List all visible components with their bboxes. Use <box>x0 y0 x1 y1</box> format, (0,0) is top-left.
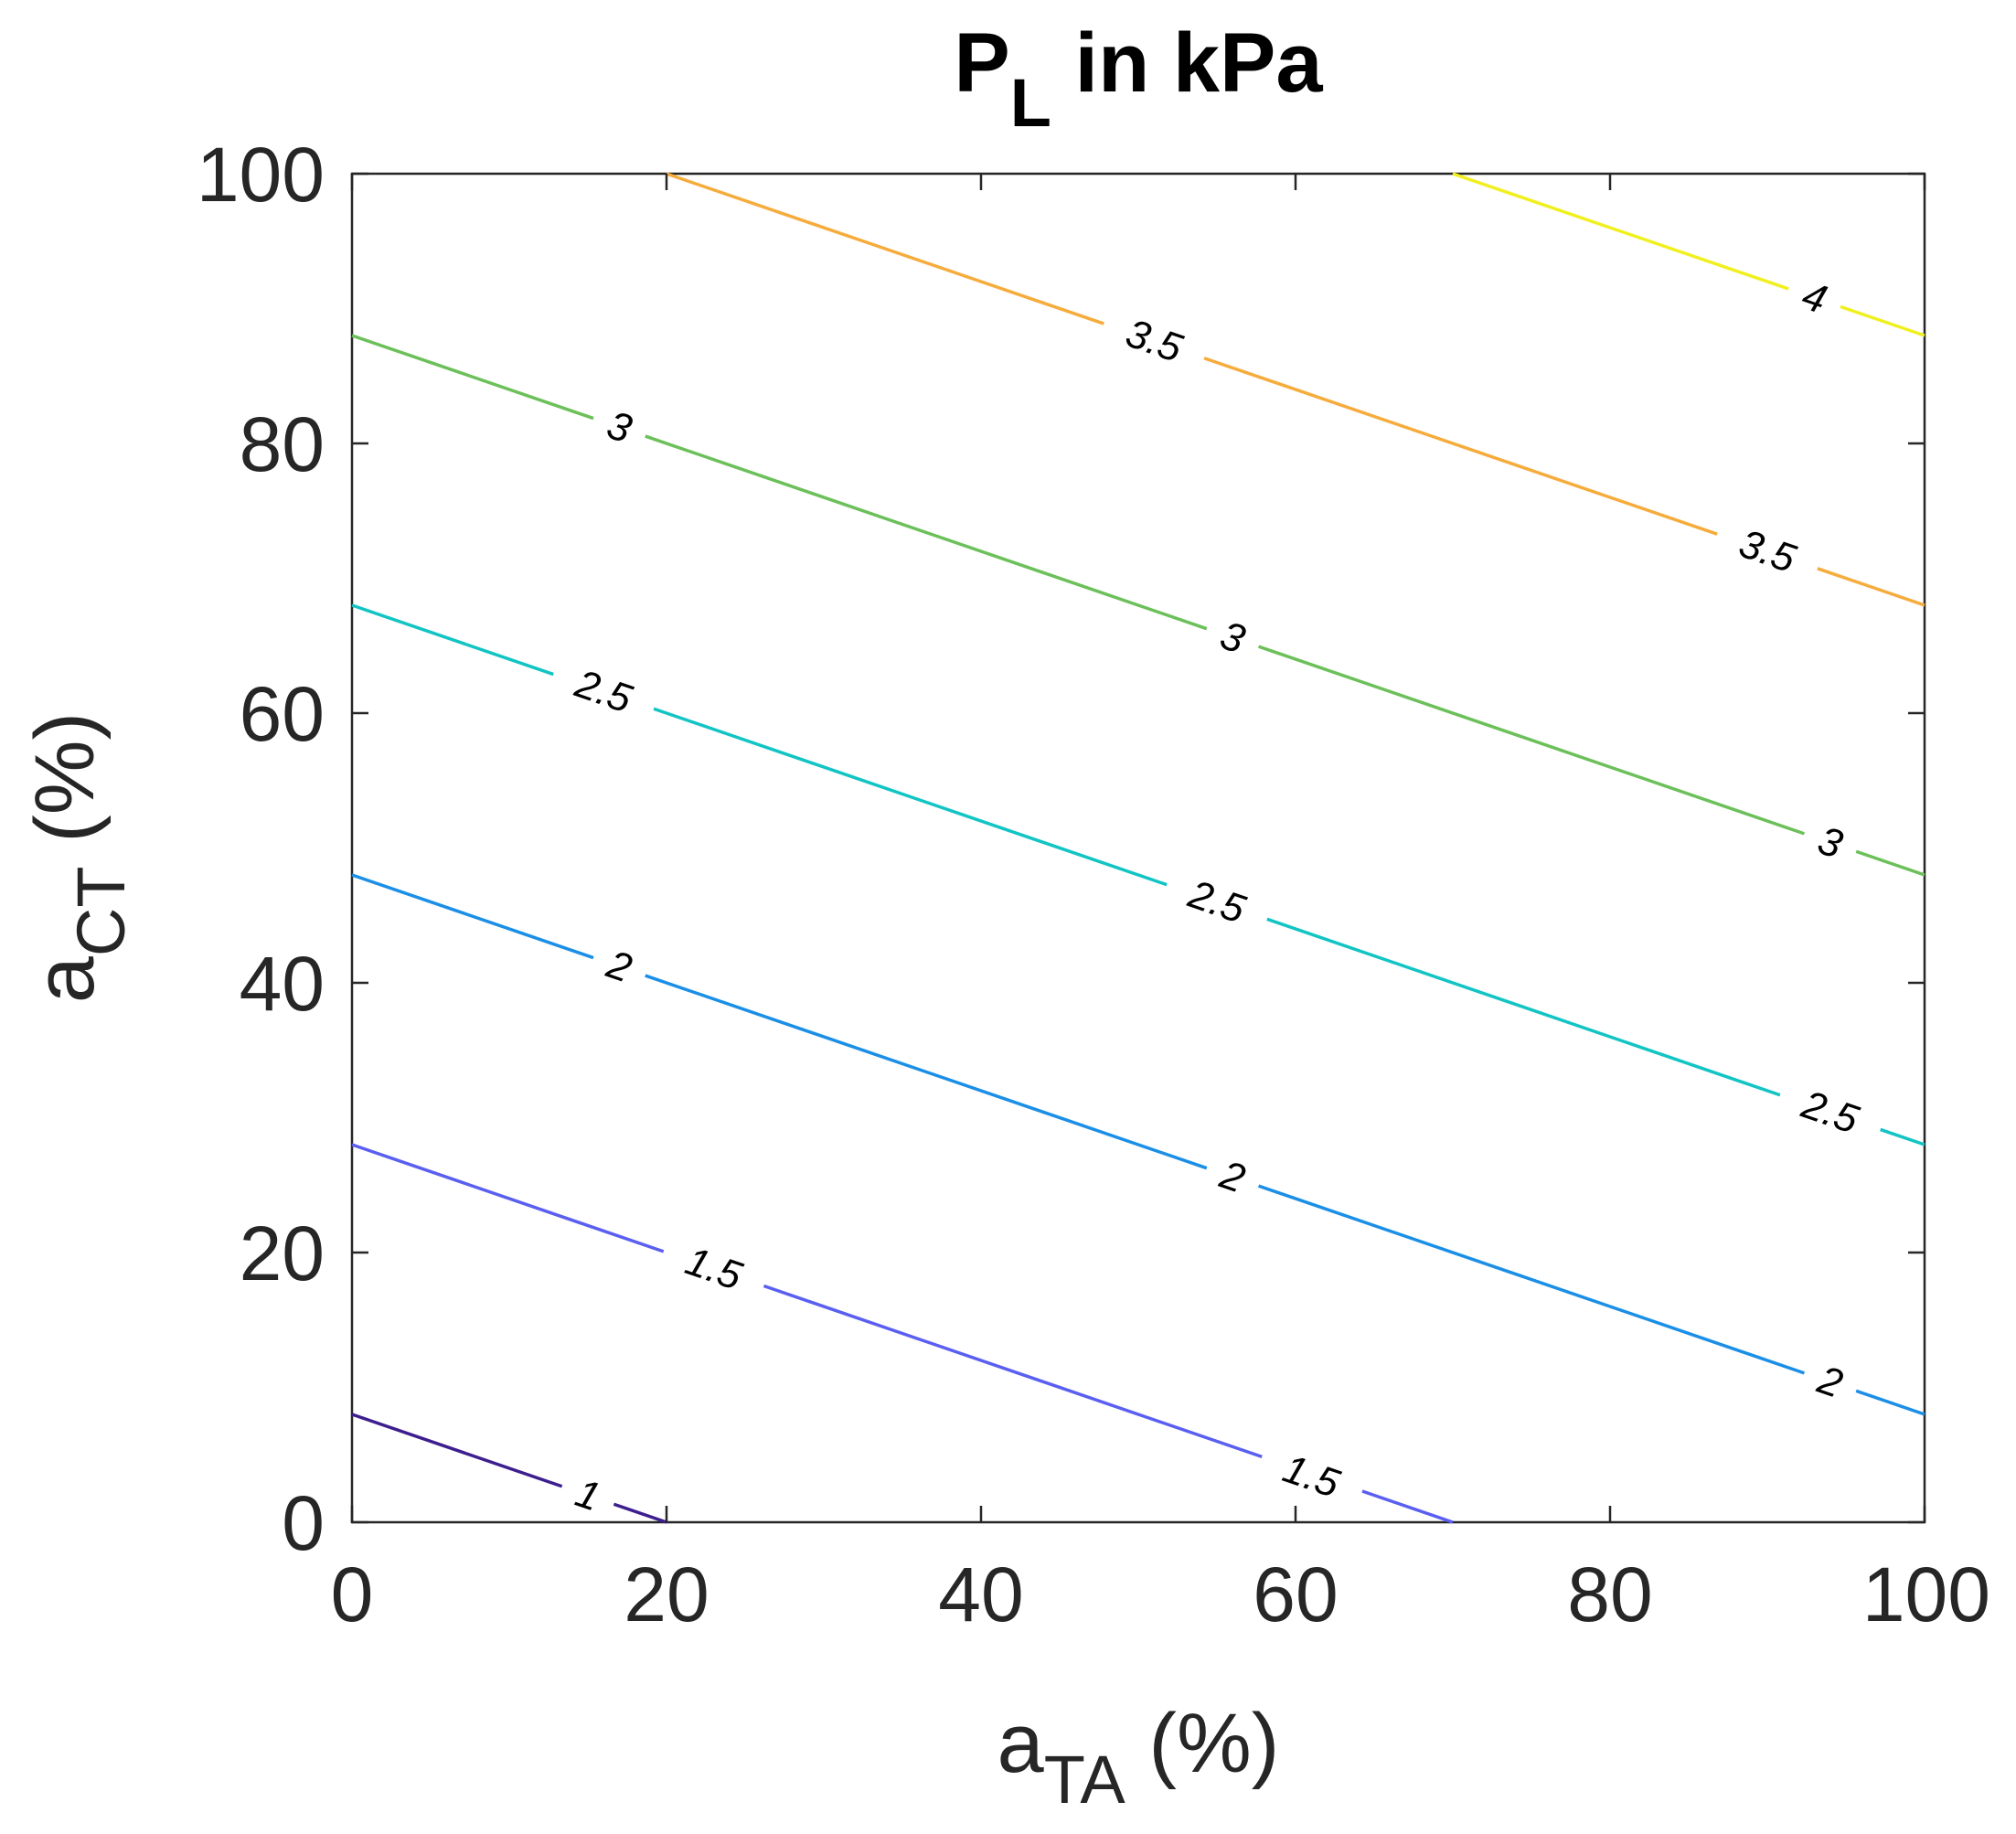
contour-line-3-5-seg-0 <box>666 172 1104 325</box>
contour-line-1-5-seg-2 <box>1361 1489 1454 1524</box>
axes-box <box>350 172 1926 1524</box>
x-tick-labels: 0 20 40 60 80 100 <box>331 1551 1990 1637</box>
x-tick-label-3: 60 <box>1253 1551 1338 1637</box>
contour-line-2-seg-2 <box>1258 1184 1805 1375</box>
contour-line-1-seg-1 <box>613 1502 667 1524</box>
contour-line-3-seg-3 <box>1855 849 1925 877</box>
chart-title-rest: in kPa <box>1051 16 1323 110</box>
y-axis-label: aCT (%) <box>18 712 139 1003</box>
x-axis-label-subscript: TA <box>1044 1742 1126 1818</box>
x-axis-label-main: a <box>997 1697 1045 1790</box>
chart-title-main: P <box>954 16 1009 110</box>
y-tick-label-1: 20 <box>240 1210 325 1296</box>
contour-line-4-seg-1 <box>1840 304 1925 337</box>
contour-line-2-5-seg-0 <box>351 603 554 677</box>
contour-lines <box>351 172 1925 1524</box>
x-tick-label-4: 80 <box>1567 1551 1652 1637</box>
x-axis-label-rest: (%) <box>1125 1697 1280 1790</box>
y-axis-label-rest: (%) <box>18 712 112 867</box>
contour-line-3-seg-2 <box>1258 645 1805 836</box>
contour-line-2-5-seg-3 <box>1880 1127 1925 1146</box>
x-tick-label-2: 40 <box>938 1551 1023 1637</box>
chart-title: PL in kPa <box>954 16 1323 141</box>
contour-line-2-seg-3 <box>1855 1389 1925 1416</box>
y-tick-label-4: 80 <box>240 401 325 487</box>
y-tick-labels: 0 20 40 60 80 100 <box>197 132 325 1566</box>
contour-line-3-seg-0 <box>351 334 594 421</box>
contour-line-1-seg-0 <box>351 1413 563 1488</box>
axis-ticks <box>350 172 1926 1524</box>
x-tick-label-1: 20 <box>624 1551 709 1637</box>
contour-line-3-5-seg-1 <box>1203 357 1718 536</box>
y-tick-label-2: 40 <box>240 941 325 1027</box>
contour-line-3-seg-1 <box>645 434 1208 631</box>
y-tick-label-3: 60 <box>240 671 325 757</box>
contour-line-3-5-seg-2 <box>1817 567 1925 607</box>
y-tick-label-5: 100 <box>197 132 325 218</box>
x-tick-label-0: 0 <box>331 1551 374 1637</box>
contour-line-2-seg-0 <box>351 873 594 960</box>
contour-line-2-5-seg-2 <box>1266 917 1781 1097</box>
contour-line-1-5-seg-0 <box>351 1143 665 1253</box>
x-axis-label: aTA (%) <box>997 1697 1280 1818</box>
y-axis-label-subscript: CT <box>63 866 139 956</box>
contour-line-1-5-seg-1 <box>763 1284 1263 1459</box>
chart-title-subscript: L <box>1010 65 1051 141</box>
contour-line-4-seg-0 <box>1452 172 1789 291</box>
contour-line-2-5-seg-1 <box>653 707 1168 887</box>
y-tick-label-0: 0 <box>282 1480 325 1566</box>
contour-line-2-seg-1 <box>645 974 1208 1170</box>
x-tick-label-5: 100 <box>1862 1551 1990 1637</box>
y-axis-label-main: a <box>18 955 112 1003</box>
